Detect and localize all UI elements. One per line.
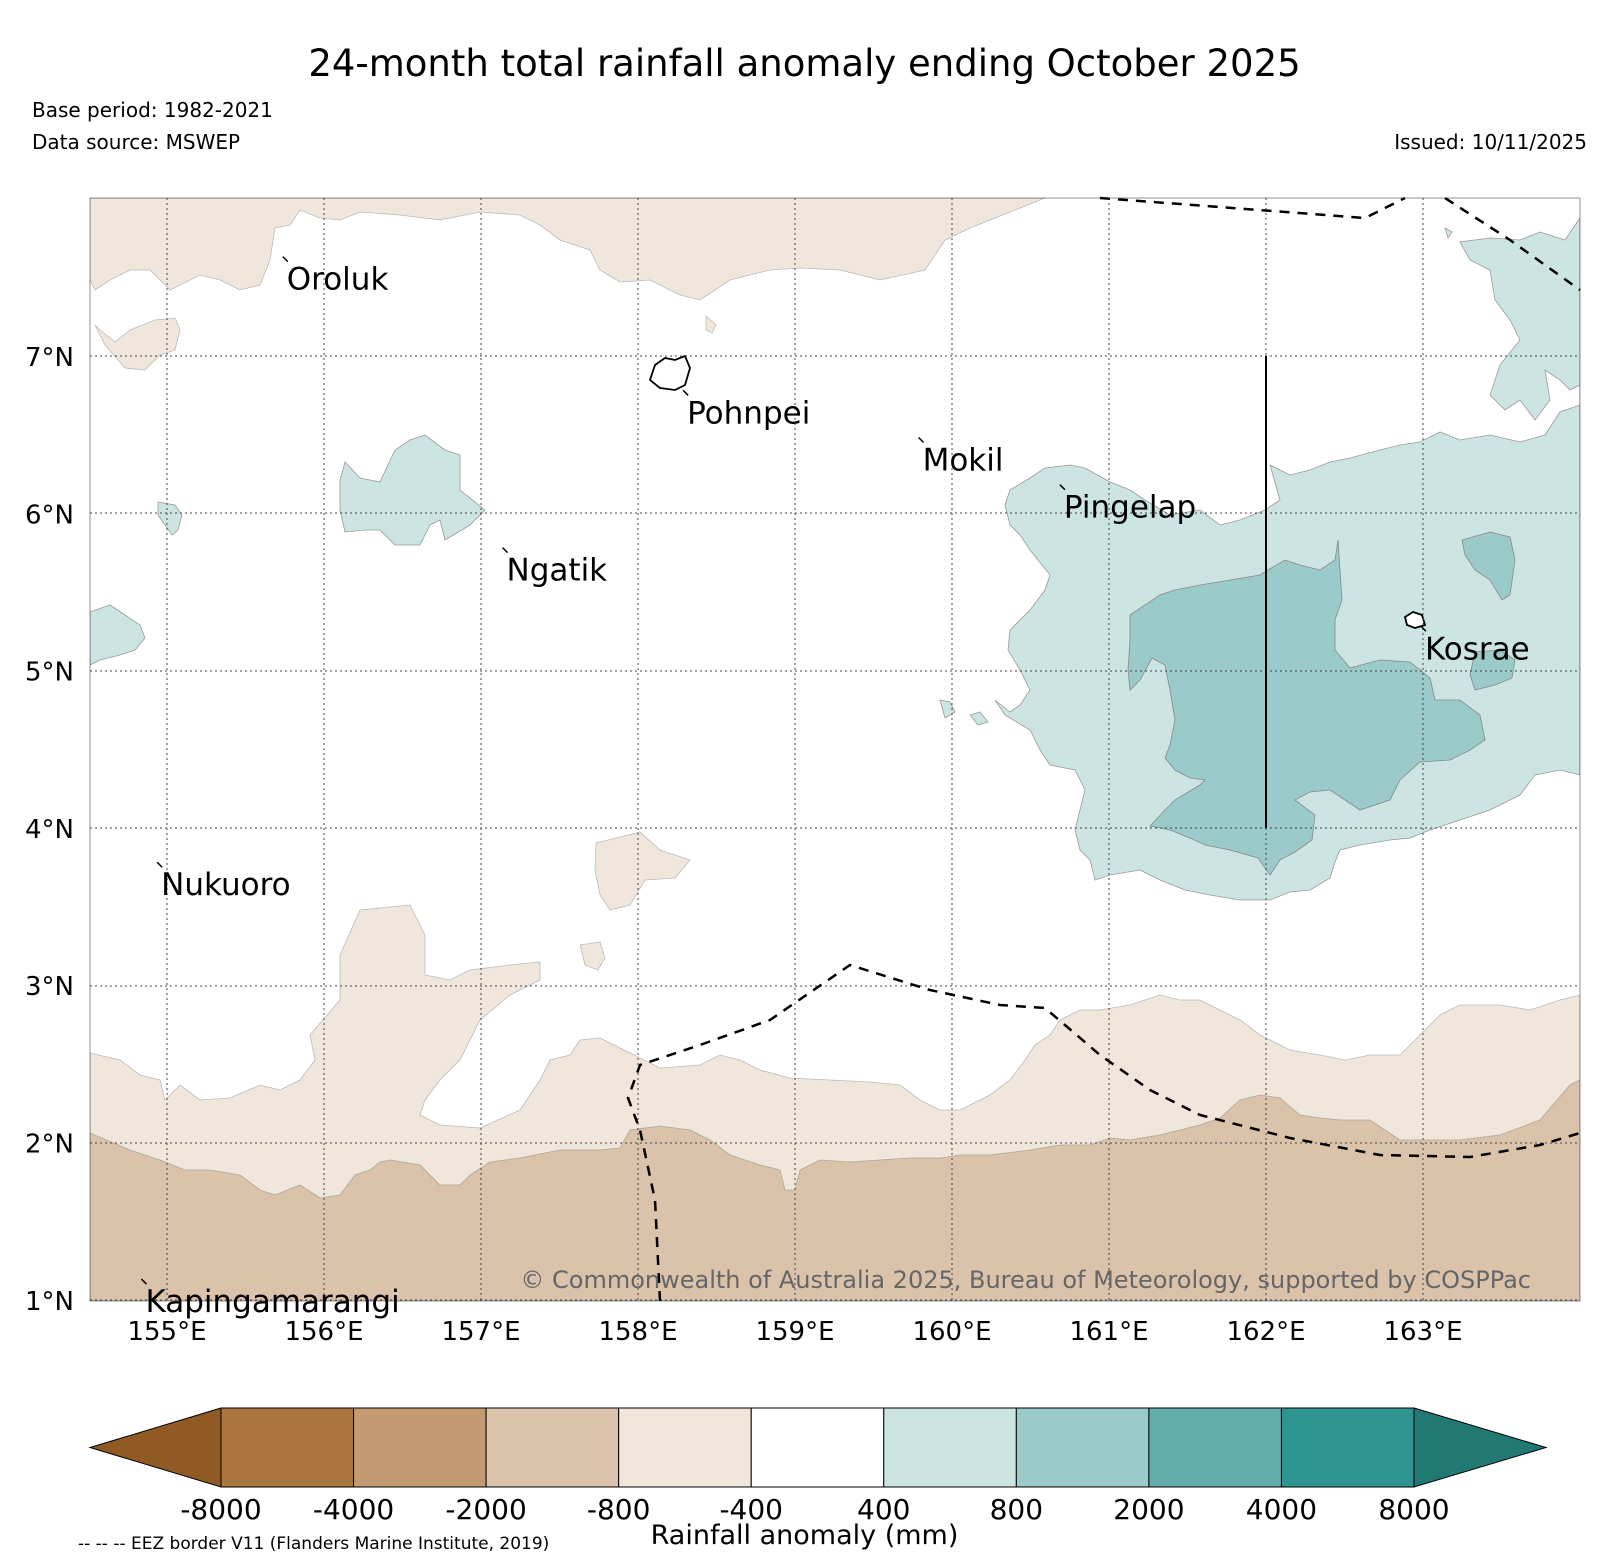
colorbar-segment xyxy=(1280,1407,1415,1488)
colorbar-tick-label: -400 xyxy=(719,1493,783,1526)
colorbar-segment xyxy=(353,1407,487,1488)
place-marker-pohnpei xyxy=(682,389,689,396)
colorbar-segment xyxy=(618,1407,752,1488)
place-marker-kosrae xyxy=(1420,625,1427,632)
wet-patch-kosrae-north xyxy=(1461,531,1516,601)
kosrae-island xyxy=(1403,611,1427,629)
place-marker-nukuoro xyxy=(156,861,163,868)
wet-patch-tiny2 xyxy=(969,711,989,726)
colorbar-extend-high xyxy=(1413,1407,1548,1488)
wet-patch-kosrae-south xyxy=(1469,649,1516,691)
wet-region-core xyxy=(1127,539,1486,876)
eez-borders xyxy=(626,196,1581,1302)
place-label-pohnpei: Pohnpei xyxy=(687,395,810,431)
place-labels: Oroluk Pohnpei Mokil Pingelap Ngatik Kosrae Nu… xyxy=(145,262,1529,1320)
colorbar-tick-label: -800 xyxy=(587,1493,651,1526)
colorbar-tick-label: -2000 xyxy=(445,1493,526,1526)
dry-region-deeper xyxy=(90,1079,1580,1301)
dry-region-north xyxy=(90,198,1046,301)
place-marker-ngatik xyxy=(502,547,509,554)
dry-patch-oroluk-south xyxy=(94,317,181,371)
lon-tick-label: 155°E xyxy=(127,1317,206,1347)
lat-tick-label: 3°N xyxy=(25,972,74,1002)
colorbar-segment xyxy=(1148,1407,1282,1488)
longitude-labels: 155°E 156°E 157°E 158°E 159°E 160°E 161°E 162°E… xyxy=(127,1317,1462,1347)
place-marker-oroluk xyxy=(282,256,289,263)
colorbar-tick-label: 800 xyxy=(990,1493,1043,1526)
latitude-labels: 7°N 6°N 5°N 4°N 3°N 2°N 1°N xyxy=(25,343,74,1317)
wet-patch-small-west xyxy=(157,501,183,536)
anomaly-fields xyxy=(90,198,1580,1301)
colorbar-tick-labels: -8000 -4000 -2000 -800 -400 400 800 2000 4000 800… xyxy=(180,1493,1449,1526)
issued-date: Issued: 10/11/2025 xyxy=(1394,130,1587,154)
dry-patch-small xyxy=(705,315,717,334)
place-label-kapingamarangi: Kapingamarangi xyxy=(145,1284,399,1320)
lon-tick-label: 163°E xyxy=(1383,1317,1462,1347)
colorbar-segment xyxy=(220,1407,355,1488)
base-period: Base period: 1982-2021 xyxy=(32,98,273,122)
lon-tick-label: 162°E xyxy=(1226,1317,1305,1347)
lat-tick-label: 1°N xyxy=(25,1287,74,1317)
lon-tick-label: 157°E xyxy=(441,1317,520,1347)
lat-tick-label: 5°N xyxy=(25,658,74,688)
place-marker-pingelap xyxy=(1059,484,1066,491)
eez-legend-note: -- -- -- EEZ border V11 (Flanders Marine… xyxy=(78,1534,550,1554)
lon-tick-label: 161°E xyxy=(1069,1317,1148,1347)
map-title: 24-month total rainfall anomaly ending O… xyxy=(308,42,1301,85)
place-label-ngatik: Ngatik xyxy=(507,553,608,589)
place-marker-kapingamarangi xyxy=(140,1278,147,1285)
data-source: Data source: MSWEP xyxy=(32,130,241,154)
colorbar-segment xyxy=(485,1407,620,1488)
lon-tick-label: 160°E xyxy=(912,1317,991,1347)
colorbar-tick-label: -8000 xyxy=(180,1493,261,1526)
colorbar-extend-low xyxy=(88,1407,222,1488)
map-frame xyxy=(89,197,1581,1302)
lat-tick-label: 6°N xyxy=(25,500,74,530)
wet-patch-edge-west xyxy=(90,604,146,666)
lat-tick-label: 2°N xyxy=(25,1130,74,1160)
place-markers xyxy=(140,256,1427,1285)
wet-patch-tiny1 xyxy=(939,699,956,719)
colorbar-tick-label: 8000 xyxy=(1378,1493,1449,1526)
place-label-kosrae: Kosrae xyxy=(1425,631,1530,667)
colorbar-tick-label: 2000 xyxy=(1113,1493,1184,1526)
place-label-pingelap: Pingelap xyxy=(1064,490,1196,526)
dry-patch-tiny xyxy=(579,941,606,971)
colorbar-segment xyxy=(750,1407,885,1488)
place-label-mokil: Mokil xyxy=(923,443,1004,479)
copyright-notice: © Commonwealth of Australia 2025, Bureau… xyxy=(520,1266,1531,1294)
colorbar-title: Rainfall anomaly (mm) xyxy=(650,1520,959,1551)
place-label-nukuoro: Nukuoro xyxy=(161,867,290,903)
colorbar-tick-label: -4000 xyxy=(313,1493,394,1526)
colorbar-tick-label: 4000 xyxy=(1246,1493,1317,1526)
colorbar-segment xyxy=(883,1407,1017,1488)
lat-tick-label: 4°N xyxy=(25,815,74,845)
lon-tick-label: 156°E xyxy=(284,1317,363,1347)
colorbar xyxy=(88,1407,1548,1488)
colorbar-segment xyxy=(1015,1407,1150,1488)
wet-patch-tiny3 xyxy=(1444,227,1453,239)
place-marker-mokil xyxy=(918,436,925,444)
lon-tick-label: 159°E xyxy=(755,1317,834,1347)
dry-patch-mid xyxy=(594,831,691,911)
lat-tick-label: 7°N xyxy=(25,343,74,373)
place-label-oroluk: Oroluk xyxy=(287,262,389,298)
lon-tick-label: 158°E xyxy=(598,1317,677,1347)
colorbar-tick-label: 400 xyxy=(857,1493,910,1526)
pohnpei-island xyxy=(648,354,691,391)
wet-patch-west xyxy=(339,434,486,546)
grid-lines xyxy=(90,198,1580,1301)
